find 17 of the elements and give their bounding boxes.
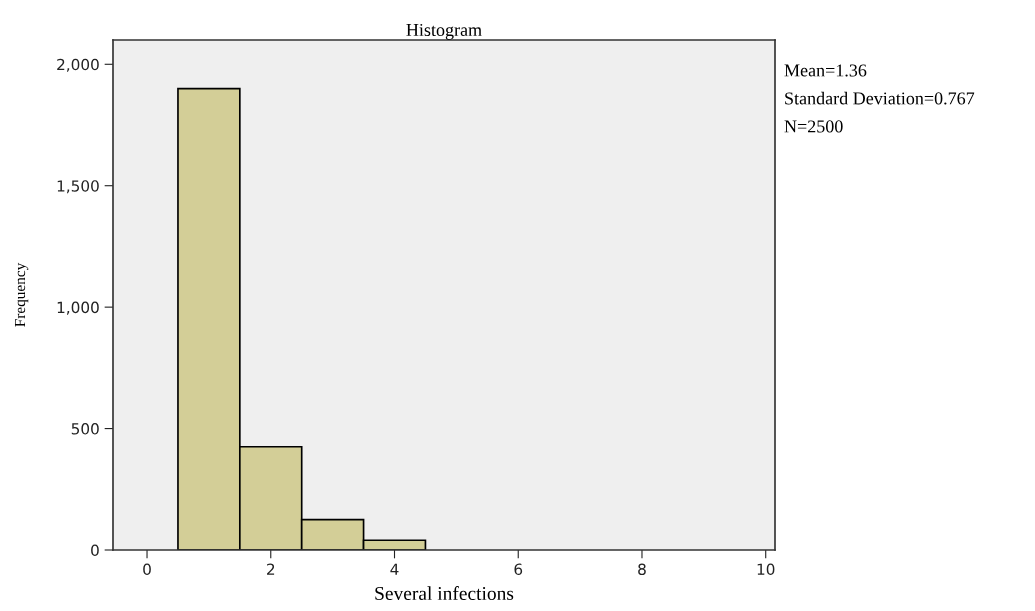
y-axis-title: Frequency <box>14 262 29 327</box>
y-tick-label: 1,000 <box>57 301 99 315</box>
x-tick-label: 2 <box>267 563 275 575</box>
chart-title: Histogram <box>406 23 482 40</box>
text: Mean=1.36 <box>784 64 867 77</box>
x-tick-label: 6 <box>514 563 523 576</box>
y-tick-label: 500 <box>71 423 99 435</box>
x-tick-label: 8 <box>638 563 646 576</box>
x-tick-label: 4 <box>390 563 399 575</box>
x-axis-title: Several infections <box>375 586 514 600</box>
y-tick-label: 2,000 <box>57 58 99 72</box>
y-tick-label: 0 <box>91 544 99 557</box>
x-tick-label: 0 <box>143 563 151 576</box>
x-tick-label: 10 <box>757 563 775 576</box>
y-tick-label: 1,500 <box>57 180 99 194</box>
text: N=2500 <box>784 120 843 133</box>
text: Standard Deviation=0.767 <box>785 91 975 105</box>
